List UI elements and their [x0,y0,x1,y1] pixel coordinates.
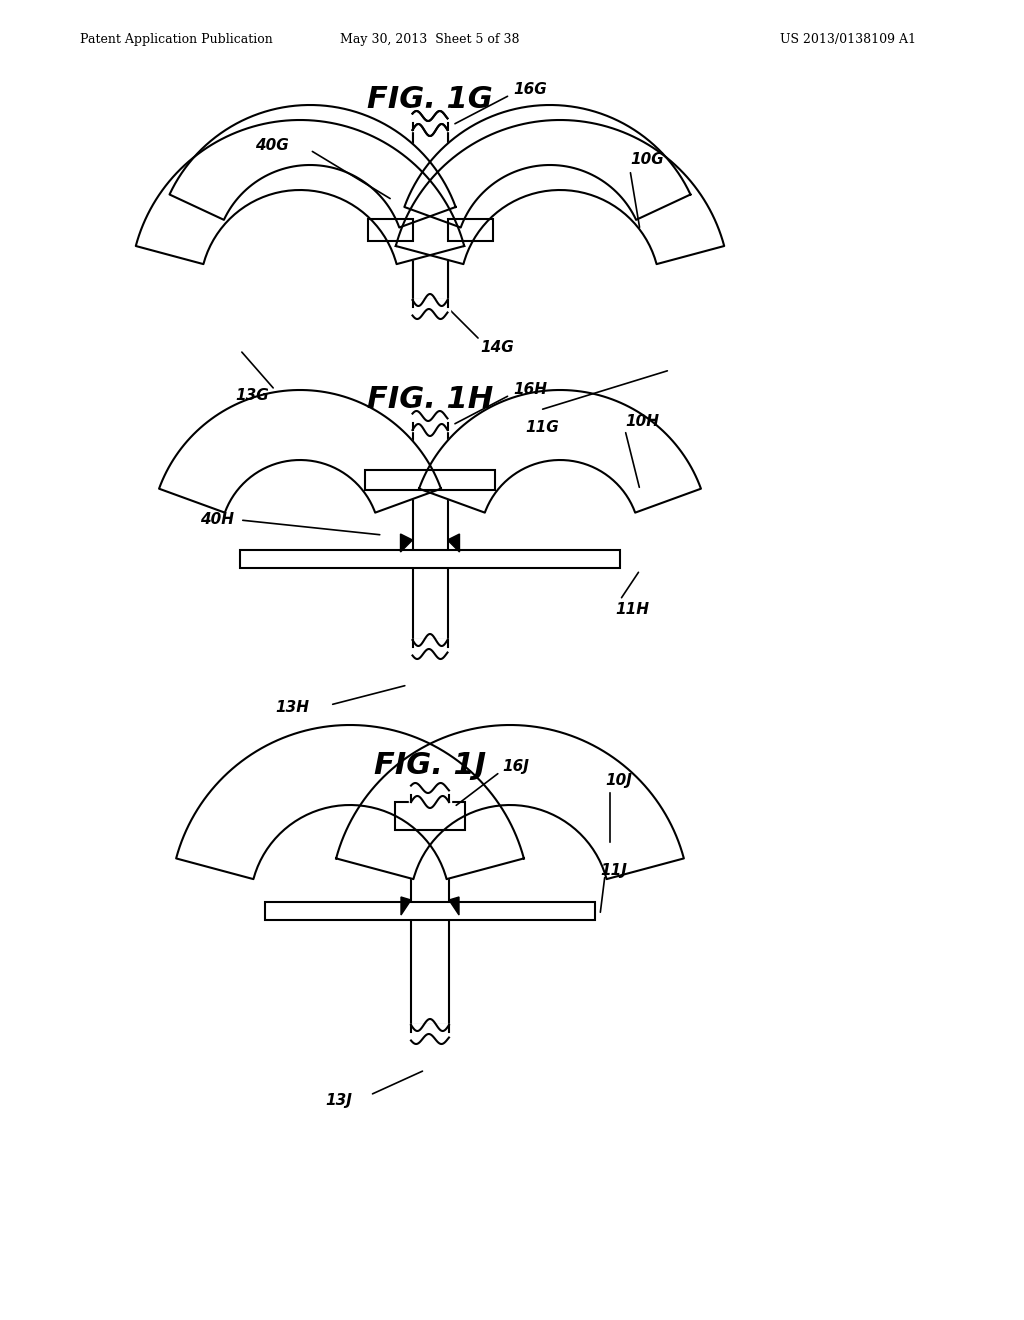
Polygon shape [336,725,684,879]
Text: 40G: 40G [255,137,289,153]
Text: 13J: 13J [325,1093,352,1107]
Text: 10H: 10H [625,414,659,429]
Polygon shape [401,898,411,915]
Bar [413,430,447,640]
Text: 16J: 16J [502,759,528,775]
Text: 13G: 13G [234,388,268,403]
Polygon shape [176,725,524,879]
Bar [413,129,447,300]
Bar [368,219,413,242]
Text: 10J: 10J [605,774,632,788]
Text: May 30, 2013  Sheet 5 of 38: May 30, 2013 Sheet 5 of 38 [340,33,520,46]
Text: US 2013/0138109 A1: US 2013/0138109 A1 [780,33,916,46]
Text: FIG. 1H: FIG. 1H [367,385,494,414]
Bar [240,550,620,568]
Text: 11G: 11G [525,421,559,436]
Polygon shape [419,389,701,512]
Text: Patent Application Publication: Patent Application Publication [80,33,272,46]
Text: 16G: 16G [513,82,547,98]
Polygon shape [396,120,724,264]
Polygon shape [449,898,459,915]
Bar [395,803,465,830]
Text: 14G: 14G [480,341,514,355]
Text: 11J: 11J [600,862,627,878]
Polygon shape [447,535,460,552]
Bar [411,803,449,1026]
Text: 11H: 11H [615,602,649,618]
Bar [365,470,495,490]
Text: 40H: 40H [200,512,234,528]
Text: 16H: 16H [513,383,547,397]
Bar [265,902,595,920]
Text: FIG. 1G: FIG. 1G [368,86,493,115]
Polygon shape [159,389,441,512]
Text: FIG. 1J: FIG. 1J [374,751,486,780]
Polygon shape [404,106,690,227]
Bar [447,219,493,242]
Polygon shape [136,120,464,264]
Bar [413,129,447,300]
Text: 10G: 10G [630,153,664,168]
Polygon shape [170,106,456,227]
Text: 13H: 13H [275,701,309,715]
Polygon shape [400,535,413,552]
